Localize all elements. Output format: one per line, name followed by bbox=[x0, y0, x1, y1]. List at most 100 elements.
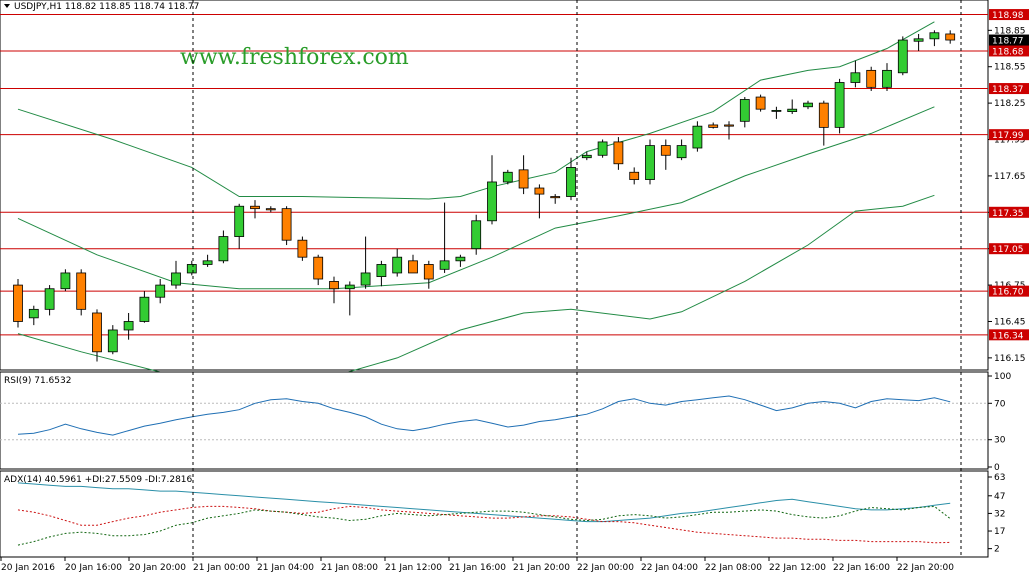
candle bbox=[44, 285, 55, 316]
candle-body bbox=[566, 167, 576, 197]
candle-body bbox=[471, 220, 482, 250]
price-level-badge bbox=[989, 206, 1029, 218]
candle-body bbox=[534, 187, 545, 195]
adx-title: ADX(14) 40.5961 +DI:27.5509 -DI:7.2816 bbox=[4, 475, 193, 485]
candle bbox=[202, 254, 213, 267]
candle-body bbox=[202, 260, 213, 265]
rsi-lines bbox=[0, 395, 988, 441]
rsi-line bbox=[17, 395, 951, 436]
candle-body bbox=[739, 99, 750, 122]
candle bbox=[818, 100, 829, 146]
time-tick-label: 21 Jan 00:00 bbox=[193, 563, 250, 573]
plus_di-line bbox=[17, 505, 951, 546]
candle-body bbox=[218, 236, 229, 262]
bollinger-middle bbox=[17, 106, 935, 290]
candle-body bbox=[265, 208, 276, 211]
price-level-label: 117.99 bbox=[992, 131, 1024, 141]
candle-body bbox=[92, 312, 102, 353]
candle bbox=[771, 106, 782, 119]
time-tick-label: 21 Jan 12:00 bbox=[385, 563, 442, 573]
time-tick-label: 21 Jan 04:00 bbox=[257, 563, 314, 573]
candle-body bbox=[439, 260, 450, 270]
adx-panel-frame bbox=[0, 470, 989, 558]
candle-body bbox=[329, 281, 339, 290]
time-tick-label: 22 Jan 00:00 bbox=[577, 563, 634, 573]
price-level-badge bbox=[989, 45, 1029, 57]
candle-body bbox=[929, 32, 940, 40]
price-level-badge bbox=[989, 129, 1029, 141]
price-tick-label: 117.95 bbox=[994, 136, 1026, 146]
price-tick-label: 117.65 bbox=[994, 172, 1026, 182]
candle bbox=[265, 206, 276, 213]
candle-body bbox=[344, 284, 355, 290]
price-level-label: 117.35 bbox=[992, 209, 1024, 219]
candle bbox=[281, 206, 292, 246]
candle bbox=[297, 236, 308, 261]
candle bbox=[313, 254, 324, 286]
candle-body bbox=[897, 39, 908, 74]
candle-body bbox=[360, 272, 371, 286]
candle-body bbox=[171, 272, 181, 286]
candle bbox=[660, 139, 671, 170]
candle bbox=[360, 236, 371, 289]
time-tick-label: 20 Jan 2016 bbox=[1, 563, 55, 573]
candle-body bbox=[44, 288, 55, 310]
price-level-badge bbox=[989, 285, 1029, 297]
candle bbox=[581, 151, 592, 161]
price-level-label: 118.98 bbox=[992, 11, 1024, 21]
candle bbox=[13, 279, 23, 328]
rsi-panel: 100 70 30 0 RSI(9) 71.6532 bbox=[0, 371, 1011, 473]
candle bbox=[250, 200, 260, 219]
candle-body bbox=[724, 124, 734, 127]
candle bbox=[376, 260, 387, 287]
candle bbox=[171, 260, 181, 289]
candle bbox=[344, 281, 355, 316]
time-tick-label: 22 Jan 16:00 bbox=[833, 563, 890, 573]
candle bbox=[897, 36, 908, 76]
candle-body bbox=[392, 256, 403, 274]
dropdown-triangle-icon[interactable] bbox=[4, 4, 10, 8]
candle-body bbox=[423, 264, 434, 280]
adx-tick-label: 2 bbox=[994, 545, 1000, 555]
candle bbox=[155, 279, 166, 304]
candle bbox=[724, 121, 734, 140]
price-panel: 118.85 118.55 118.25 117.95 117.65 117.35 117.… bbox=[0, 0, 1029, 377]
candle-body bbox=[866, 69, 877, 88]
candle bbox=[518, 155, 529, 195]
candle-body bbox=[60, 272, 71, 290]
price-level-badge bbox=[989, 329, 1029, 341]
price-tick-label: 118.25 bbox=[994, 99, 1026, 109]
price-level-badge bbox=[989, 9, 1029, 21]
price-level-badge bbox=[989, 243, 1029, 255]
time-tick-label: 21 Jan 16:00 bbox=[449, 563, 506, 573]
candle bbox=[550, 194, 561, 204]
candle bbox=[882, 63, 892, 91]
candle bbox=[629, 167, 640, 185]
price-tick-label: 116.15 bbox=[994, 354, 1026, 364]
period-separators bbox=[192, 0, 962, 557]
candle-body bbox=[13, 284, 23, 322]
watermark: www.freshforex.com bbox=[180, 45, 409, 70]
candle-body bbox=[692, 125, 703, 149]
rsi-tick-label: 30 bbox=[994, 436, 1006, 446]
time-tick-label: 20 Jan 16:00 bbox=[65, 563, 122, 573]
candle bbox=[502, 169, 513, 185]
candle-body bbox=[487, 181, 497, 222]
candle bbox=[423, 260, 434, 289]
candle-body bbox=[945, 33, 956, 41]
candle bbox=[186, 260, 197, 276]
candle-body bbox=[234, 205, 245, 237]
rsi-tick-label: 70 bbox=[994, 399, 1006, 409]
candle bbox=[439, 202, 450, 273]
candle bbox=[676, 139, 687, 161]
candle bbox=[408, 254, 418, 274]
price-level-label: 116.70 bbox=[992, 288, 1024, 298]
current-price-badge bbox=[989, 34, 1029, 46]
candle-body bbox=[28, 308, 39, 319]
candle-body bbox=[155, 284, 166, 298]
time-tick-label: 22 Jan 08:00 bbox=[705, 563, 762, 573]
time-tick-label: 20 Jan 20:00 bbox=[129, 563, 186, 573]
candle bbox=[455, 254, 466, 267]
candle bbox=[613, 137, 624, 170]
